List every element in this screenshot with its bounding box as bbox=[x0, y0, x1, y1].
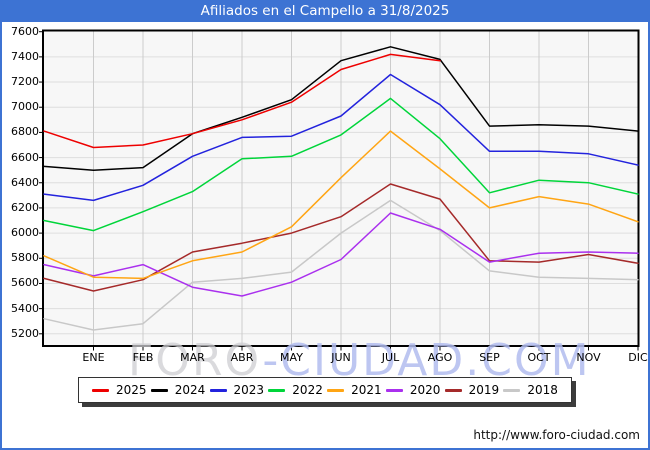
legend-item-2023: 2023 bbox=[209, 383, 265, 397]
y-tick-label-5200: 5200 bbox=[11, 326, 39, 340]
series-line-2020 bbox=[43, 212, 639, 297]
legend-swatch-2022 bbox=[268, 388, 286, 392]
y-tick-label-7200: 7200 bbox=[11, 75, 39, 89]
y-tick-label-5600: 5600 bbox=[11, 276, 39, 290]
footer-url[interactable]: http://www.foro-ciudad.com bbox=[473, 428, 640, 442]
series-line-2018 bbox=[43, 199, 639, 331]
series-line-2021 bbox=[43, 130, 639, 280]
legend-label-2020: 2020 bbox=[409, 383, 441, 397]
series-line-2023 bbox=[43, 73, 639, 202]
x-tick-label-may: MAY bbox=[280, 351, 303, 364]
y-tick-label-7600: 7600 bbox=[11, 24, 39, 38]
x-tick-label-jul: JUL bbox=[381, 351, 400, 364]
legend: 2025 2024 2023 2022 2021 2020 2019 2018 bbox=[78, 377, 572, 403]
x-tick-label-feb: FEB bbox=[132, 351, 154, 364]
y-tick-label-6400: 6400 bbox=[11, 175, 39, 189]
legend-item-2025: 2025 bbox=[92, 384, 147, 396]
x-tick-label-ago: AGO bbox=[427, 351, 453, 364]
legend-swatch-2021 bbox=[327, 388, 345, 392]
chart-content: 7600 7400 7200 7000 6800 6600 6400 6200 6000 5800… bbox=[2, 22, 648, 448]
legend-item-2019: 2019 bbox=[444, 383, 500, 397]
legend-label-2019: 2019 bbox=[468, 383, 500, 397]
y-tick-label-5400: 5400 bbox=[11, 301, 39, 315]
legend-label-2023: 2023 bbox=[233, 383, 265, 397]
legend-label-2018: 2018 bbox=[527, 383, 558, 397]
x-tick-label-sep: SEP bbox=[479, 351, 500, 364]
legend-swatch-2018 bbox=[503, 388, 521, 392]
y-tick-label-6800: 6800 bbox=[11, 125, 39, 139]
page-title: Afiliados en el Campello a 31/8/2025 bbox=[0, 0, 650, 22]
y-tick-label-7400: 7400 bbox=[11, 49, 39, 63]
legend-swatch-2025 bbox=[92, 388, 109, 392]
legend-label-2024: 2024 bbox=[174, 383, 206, 397]
y-tick-label-5800: 5800 bbox=[11, 251, 39, 265]
legend-item-2024: 2024 bbox=[150, 383, 206, 397]
legend-swatch-2020 bbox=[385, 388, 403, 392]
y-tick-label-6200: 6200 bbox=[11, 200, 39, 214]
legend-swatch-2023 bbox=[209, 388, 227, 392]
x-tick-label-dic: DIC bbox=[628, 351, 648, 364]
x-tick-label-jun: JUN bbox=[331, 351, 351, 364]
legend-item-2020: 2020 bbox=[385, 383, 441, 397]
legend-label-2025: 2025 bbox=[116, 383, 147, 397]
series-line-2025 bbox=[43, 53, 441, 149]
x-tick-label-oct: OCT bbox=[527, 351, 551, 364]
y-tick-label-7000: 7000 bbox=[11, 100, 39, 114]
line-chart bbox=[39, 29, 640, 351]
legend-label-2021: 2021 bbox=[351, 383, 382, 397]
x-tick-label-nov: NOV bbox=[576, 351, 601, 364]
y-tick-label-6600: 6600 bbox=[11, 150, 39, 164]
legend-swatch-2024 bbox=[150, 388, 168, 392]
series-line-2024 bbox=[43, 46, 639, 171]
legend-swatch-2019 bbox=[444, 388, 462, 392]
x-tick-label-abr: ABR bbox=[230, 351, 254, 364]
legend-item-2018: 2018 bbox=[503, 384, 558, 396]
legend-item-2022: 2022 bbox=[268, 384, 323, 396]
legend-item-2021: 2021 bbox=[327, 384, 382, 396]
legend-label-2022: 2022 bbox=[292, 383, 323, 397]
series-line-2022 bbox=[43, 97, 639, 232]
y-tick-label-6000: 6000 bbox=[11, 226, 39, 240]
series-line-2019 bbox=[43, 183, 639, 292]
x-tick-label-ene: ENE bbox=[82, 351, 105, 364]
x-tick-label-mar: MAR bbox=[180, 351, 205, 364]
